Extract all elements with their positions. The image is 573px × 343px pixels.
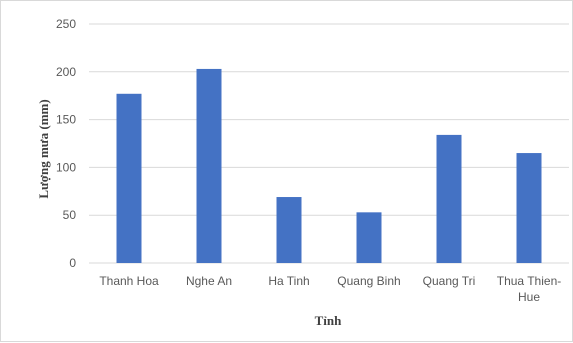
y-tick-label: 0 bbox=[69, 256, 76, 270]
bar bbox=[436, 134, 462, 263]
bar bbox=[116, 93, 142, 264]
bar bbox=[356, 212, 382, 263]
x-tick-label: Thanh Hoa bbox=[99, 274, 159, 288]
y-tick-label: 250 bbox=[56, 17, 76, 31]
gridlines bbox=[89, 23, 569, 264]
x-tick-label: Ha Tinh bbox=[268, 274, 309, 288]
bar bbox=[196, 68, 222, 263]
bar bbox=[516, 153, 542, 263]
bar bbox=[276, 197, 302, 263]
y-tick-label: 100 bbox=[56, 160, 76, 174]
x-tick-label: Quang Binh bbox=[337, 274, 400, 288]
y-tick-label: 50 bbox=[63, 208, 77, 222]
bars bbox=[116, 68, 542, 264]
y-tick-labels: 0 50 100 150 200 250 bbox=[56, 17, 76, 270]
x-axis-title: Tỉnh bbox=[315, 313, 343, 328]
x-tick-labels: Thanh Hoa Nghe An Ha Tinh Quang Binh Quang T… bbox=[99, 274, 561, 304]
x-tick-label: Hue bbox=[518, 290, 540, 304]
x-tick-label: Nghe An bbox=[186, 274, 232, 288]
x-tick-label: Quang Tri bbox=[423, 274, 476, 288]
x-tick-label: Thua Thien- bbox=[497, 274, 561, 288]
y-tick-label: 150 bbox=[56, 113, 76, 127]
y-tick-label: 200 bbox=[56, 65, 76, 79]
y-axis-title: Lượng mưa (mm) bbox=[36, 99, 51, 198]
